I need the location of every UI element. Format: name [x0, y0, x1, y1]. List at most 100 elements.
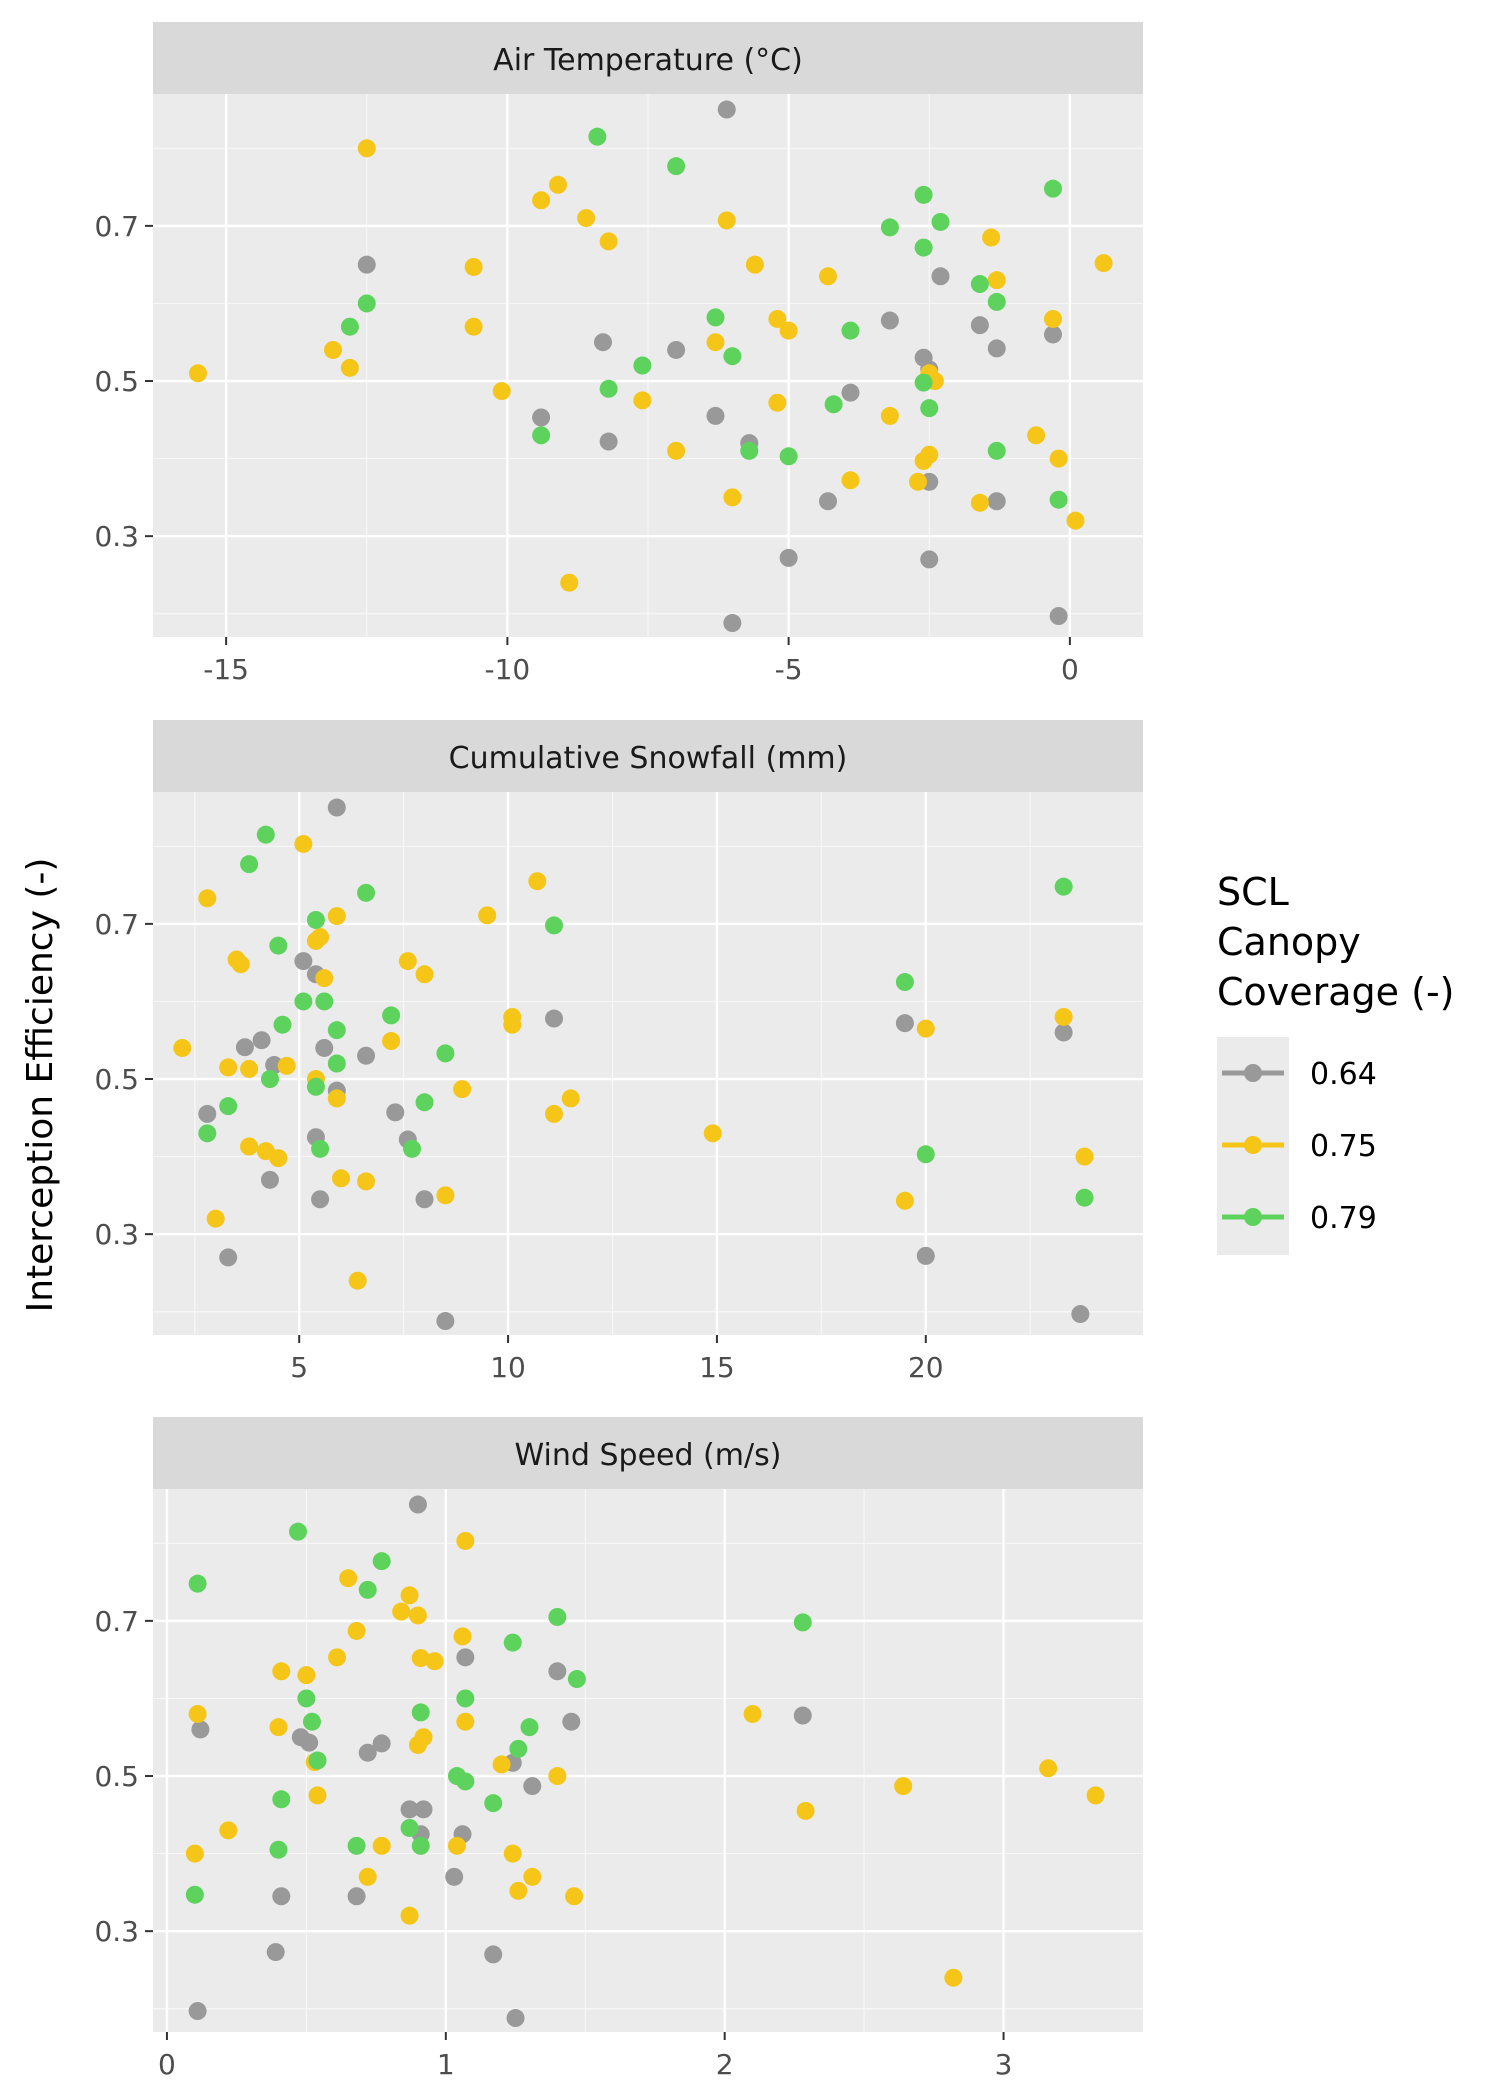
data-point — [240, 855, 259, 874]
data-point — [503, 1015, 522, 1034]
data-point — [456, 1531, 475, 1550]
data-point — [599, 432, 618, 451]
data-point — [793, 1706, 812, 1725]
data-point — [308, 1786, 327, 1805]
data-point — [372, 1734, 391, 1753]
data-point — [1044, 325, 1062, 344]
data-point — [970, 316, 989, 335]
data-point — [819, 267, 837, 286]
data-point — [456, 1689, 475, 1708]
data-point — [188, 1704, 207, 1723]
data-point — [894, 1777, 913, 1796]
data-point — [411, 1703, 430, 1722]
data-point — [456, 1648, 475, 1667]
data-point — [1086, 1786, 1105, 1805]
data-point — [1071, 1305, 1090, 1324]
y-axis: 0.3 0.5 0.7 — [94, 908, 153, 1251]
data-point — [484, 1794, 503, 1813]
data-points — [173, 798, 1094, 1331]
data-point — [340, 358, 359, 377]
data-point — [914, 451, 933, 470]
data-point — [914, 185, 933, 204]
data-point — [895, 1191, 914, 1210]
x-axis: 5 10 15 20 — [290, 1335, 944, 1384]
data-point — [723, 488, 742, 507]
data-point — [294, 952, 313, 971]
data-point — [272, 1662, 291, 1681]
data-point — [256, 825, 275, 844]
data-point — [914, 373, 933, 392]
data-point — [400, 1818, 419, 1837]
data-point — [560, 573, 579, 592]
data-point — [266, 1943, 285, 1962]
data-point — [331, 1169, 350, 1188]
data-point — [567, 1670, 586, 1689]
data-point — [561, 1089, 580, 1108]
data-point — [793, 1613, 812, 1632]
data-point — [1049, 490, 1068, 509]
data-point — [252, 1031, 271, 1050]
y-tick-label: 0.5 — [94, 365, 139, 398]
data-point — [198, 889, 217, 908]
data-point — [400, 1586, 419, 1605]
data-point — [357, 1172, 376, 1191]
data-point — [1044, 309, 1062, 328]
data-point — [340, 317, 359, 336]
panel-strip — [153, 1417, 1143, 1489]
data-point — [306, 910, 325, 929]
data-point — [509, 1739, 528, 1758]
data-point — [667, 441, 686, 460]
data-point — [311, 1190, 330, 1209]
plot-area — [153, 792, 1143, 1335]
data-point — [931, 212, 950, 231]
data-point — [308, 1751, 327, 1770]
grid-lines — [153, 792, 1143, 1335]
data-point — [916, 1145, 935, 1164]
data-point — [706, 406, 725, 425]
data-point — [532, 408, 551, 427]
data-point — [315, 1038, 334, 1057]
data-point — [453, 1627, 472, 1646]
data-point — [294, 992, 313, 1011]
data-point — [219, 1248, 238, 1267]
data-point — [1049, 449, 1068, 468]
data-point — [545, 1104, 564, 1123]
data-point — [189, 364, 207, 383]
data-point — [414, 1800, 433, 1819]
data-point — [914, 238, 933, 257]
data-point — [880, 311, 899, 330]
data-point — [269, 1840, 288, 1859]
data-point — [408, 1735, 427, 1754]
legend-key-point — [1244, 1064, 1262, 1082]
data-point — [1044, 179, 1062, 198]
data-point — [824, 395, 843, 414]
data-point — [357, 883, 376, 902]
x-axis: -15 -10 -5 0 — [203, 637, 1079, 686]
data-point — [1054, 1023, 1073, 1042]
data-point — [306, 1077, 325, 1096]
data-point — [779, 548, 798, 567]
data-point — [464, 317, 483, 336]
data-point — [1075, 1147, 1094, 1166]
data-point — [987, 292, 1006, 311]
data-point — [987, 271, 1006, 290]
data-point — [895, 973, 914, 992]
data-point — [297, 1666, 316, 1685]
data-point — [548, 1662, 567, 1681]
data-point — [740, 441, 759, 460]
data-point — [456, 1772, 475, 1791]
grid-lines — [153, 1489, 1143, 2032]
panel-air-temperature: Air Temperature (°C) 0.3 0.5 0.7 -15 -10 -5 0 — [94, 22, 1143, 686]
data-point — [1039, 1759, 1058, 1778]
data-point — [779, 321, 798, 340]
data-point — [398, 952, 417, 971]
data-point — [357, 294, 376, 313]
x-tick-label: 10 — [490, 1351, 526, 1384]
data-point — [206, 1209, 225, 1228]
data-point — [1054, 877, 1073, 896]
data-point — [703, 1124, 722, 1143]
legend: SCL Canopy Coverage (-) 0.64 0.75 0.79 — [1217, 870, 1455, 1255]
data-point — [594, 333, 612, 352]
data-point — [411, 1649, 430, 1668]
data-point — [944, 1968, 963, 1987]
